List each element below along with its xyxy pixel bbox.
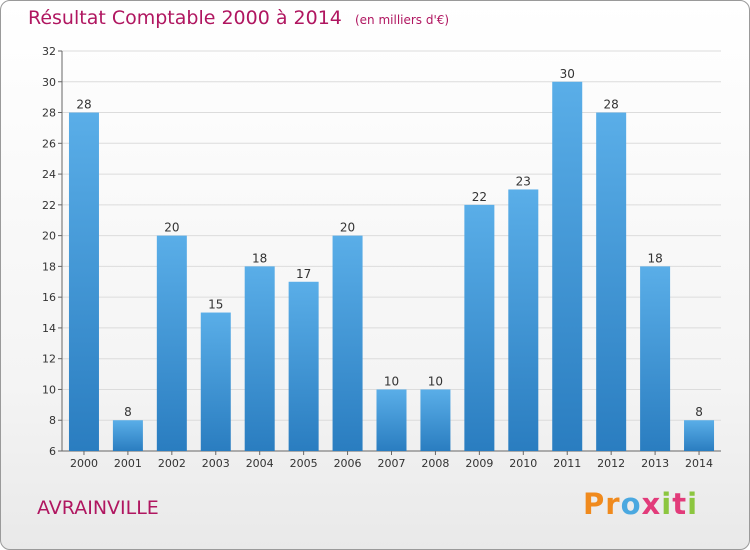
y-tick-label: 22	[42, 199, 56, 212]
x-tick-label: 2014	[685, 457, 713, 470]
bar-value-label: 28	[604, 98, 619, 112]
x-tick-label: 2011	[553, 457, 581, 470]
x-tick-label: 2012	[597, 457, 625, 470]
bar	[420, 389, 451, 451]
y-tick-label: 8	[49, 414, 56, 427]
logo-letter: o	[620, 487, 642, 521]
bar-value-label: 23	[516, 174, 531, 188]
x-tick-label: 2002	[158, 457, 186, 470]
bar	[508, 189, 539, 451]
title-text: Résultat Comptable 2000 à 2014	[28, 7, 342, 29]
x-tick-label: 2004	[246, 457, 274, 470]
bar-value-label: 8	[124, 405, 132, 419]
logo-letter: P	[583, 487, 606, 521]
y-tick-label: 14	[42, 322, 56, 335]
bar	[200, 312, 231, 451]
bar	[376, 389, 407, 451]
y-tick-label: 6	[49, 445, 56, 458]
y-tick-label: 28	[42, 107, 56, 120]
logo-letter: i	[687, 487, 699, 521]
bar-value-label: 18	[252, 251, 267, 265]
logo-letter: i	[661, 487, 673, 521]
x-tick-label: 2010	[509, 457, 537, 470]
y-tick-label: 24	[42, 168, 56, 181]
bar-value-label: 10	[428, 374, 443, 388]
x-tick-label: 2001	[114, 457, 142, 470]
x-tick-label: 2008	[421, 457, 449, 470]
bar	[596, 112, 627, 452]
y-tick-label: 16	[42, 291, 56, 304]
logo-letter: r	[605, 487, 621, 521]
proxiti-logo: Proxiti	[583, 487, 698, 521]
bar	[464, 204, 495, 451]
bar-value-label: 8	[695, 405, 703, 419]
bar-value-label: 18	[647, 251, 662, 265]
bars	[68, 81, 715, 452]
bar-value-label: 15	[208, 298, 223, 312]
bar	[684, 420, 715, 451]
chart-title: Résultat Comptable 2000 à 2014 (en milli…	[28, 7, 449, 29]
y-tick-label: 32	[42, 45, 56, 58]
title-unit: (en milliers d'€)	[354, 13, 450, 27]
bar	[68, 112, 99, 452]
y-tick-label: 12	[42, 353, 56, 366]
x-tick-label: 2003	[202, 457, 230, 470]
y-tick-label: 30	[42, 76, 56, 89]
bar-value-label: 22	[472, 190, 487, 204]
labels: 6 8 10 12 14 16 18 20 22 24 26 28 30 32 28 2000 8 2001 20 2…	[42, 45, 713, 470]
x-tick-label: 2013	[641, 457, 669, 470]
x-tick-label: 2000	[70, 457, 98, 470]
bar	[156, 235, 187, 451]
x-tick-label: 2009	[465, 457, 493, 470]
x-tick-label: 2007	[378, 457, 406, 470]
bar	[288, 281, 319, 451]
x-tick-label: 2005	[290, 457, 318, 470]
logo-letter: x	[641, 487, 662, 521]
x-tick-label: 2006	[334, 457, 362, 470]
bar-value-label: 28	[76, 98, 91, 112]
bar	[640, 266, 671, 451]
bar-value-label: 30	[560, 67, 575, 81]
bar-value-label: 20	[340, 221, 355, 235]
logo-letter: t	[672, 487, 688, 521]
bar-value-label: 10	[384, 374, 399, 388]
y-tick-label: 10	[42, 383, 56, 396]
bar	[112, 420, 143, 451]
bar-value-label: 17	[296, 267, 311, 281]
commune-name: AVRAINVILLE	[37, 497, 159, 519]
y-tick-label: 26	[42, 137, 56, 150]
bar	[552, 81, 583, 452]
bar-value-label: 20	[164, 221, 179, 235]
y-tick-label: 18	[42, 260, 56, 273]
y-tick-label: 20	[42, 230, 56, 243]
bar	[332, 235, 363, 451]
bar	[244, 266, 275, 451]
